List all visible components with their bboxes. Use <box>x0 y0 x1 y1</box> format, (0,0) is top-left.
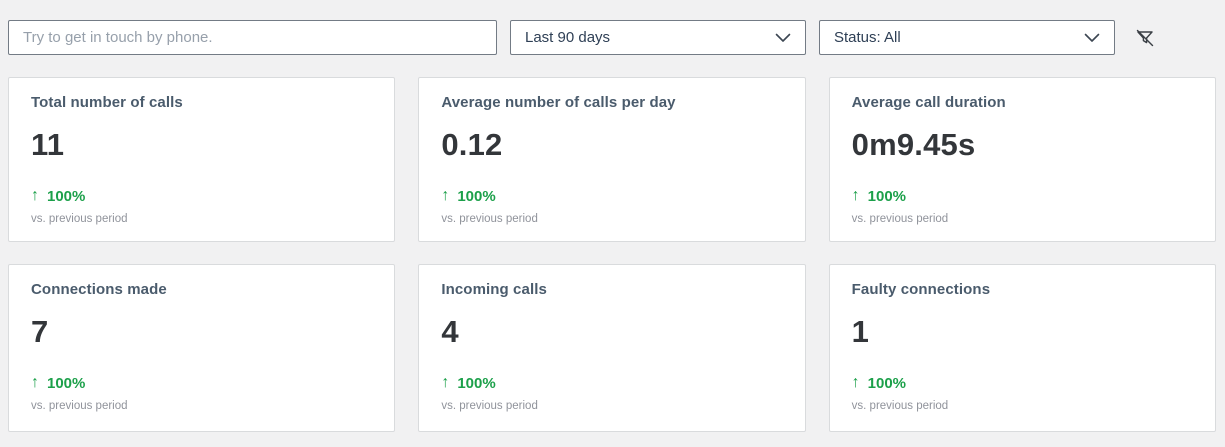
compare-label: vs. previous period <box>441 400 538 412</box>
stats-grid: Total number of calls 11 ↑ 100% vs. prev… <box>8 77 1216 432</box>
chevron-down-icon <box>775 33 791 42</box>
card-value: 11 <box>31 127 65 162</box>
filter-toolbar: Last 90 days Status: All <box>0 0 1225 55</box>
card-change: ↑ 100% <box>31 187 372 205</box>
stat-card-incoming-calls: Incoming calls 4 ↑ 100% vs. previous per… <box>418 264 806 432</box>
card-change: ↑ 100% <box>852 374 1193 392</box>
card-change: ↑ 100% <box>31 374 372 392</box>
chevron-down-icon <box>1084 33 1100 42</box>
change-percent: 100% <box>457 187 496 205</box>
stat-card-avg-call-duration: Average call duration 0m9.45s ↑ 100% vs.… <box>828 77 1216 242</box>
stat-card-total-calls: Total number of calls 11 ↑ 100% vs. prev… <box>8 77 396 242</box>
compare-label: vs. previous period <box>31 213 128 225</box>
card-title: Connections made <box>31 281 167 298</box>
change-percent: 100% <box>867 187 907 205</box>
card-title: Total number of calls <box>31 94 183 111</box>
compare-label: vs. previous period <box>31 400 128 412</box>
trend-up-icon: ↑ <box>851 187 860 204</box>
card-change: ↑ 100% <box>441 374 782 392</box>
change-percent: 100% <box>47 374 86 392</box>
card-title: Average call duration <box>851 94 1006 111</box>
date-range-select[interactable]: Last 90 days <box>510 20 806 55</box>
trend-up-icon: ↑ <box>441 187 450 204</box>
trend-up-icon: ↑ <box>31 374 39 391</box>
stat-card-avg-calls-per-day: Average number of calls per day 0.12 ↑ 1… <box>418 77 806 242</box>
card-value: 7 <box>31 314 49 349</box>
compare-label: vs. previous period <box>851 400 949 412</box>
search-input[interactable] <box>8 20 497 55</box>
trend-up-icon: ↑ <box>441 374 450 391</box>
compare-label: vs. previous period <box>851 213 949 225</box>
card-value: 4 <box>441 314 459 349</box>
card-title: Average number of calls per day <box>441 94 676 111</box>
stat-card-connections-made: Connections made 7 ↑ 100% vs. previous p… <box>8 264 396 432</box>
card-title: Faulty connections <box>851 281 991 298</box>
trend-up-icon: ↑ <box>851 374 860 391</box>
clear-filters-button[interactable] <box>1132 25 1158 51</box>
change-percent: 100% <box>867 374 907 392</box>
card-change: ↑ 100% <box>441 187 782 205</box>
card-value: 1 <box>851 314 870 349</box>
trend-up-icon: ↑ <box>31 187 39 204</box>
compare-label: vs. previous period <box>441 213 538 225</box>
card-title: Incoming calls <box>441 281 547 298</box>
status-value: Status: All <box>834 29 901 46</box>
stat-card-faulty-connections: Faulty connections 1 ↑ 100% vs. previous… <box>828 264 1216 432</box>
card-value: 0m9.45s <box>851 127 976 162</box>
card-change: ↑ 100% <box>852 187 1193 205</box>
status-select[interactable]: Status: All <box>819 20 1115 55</box>
date-range-value: Last 90 days <box>525 29 611 46</box>
filter-off-icon <box>1136 29 1154 46</box>
change-percent: 100% <box>457 374 496 392</box>
change-percent: 100% <box>47 187 86 205</box>
card-value: 0.12 <box>441 127 503 162</box>
